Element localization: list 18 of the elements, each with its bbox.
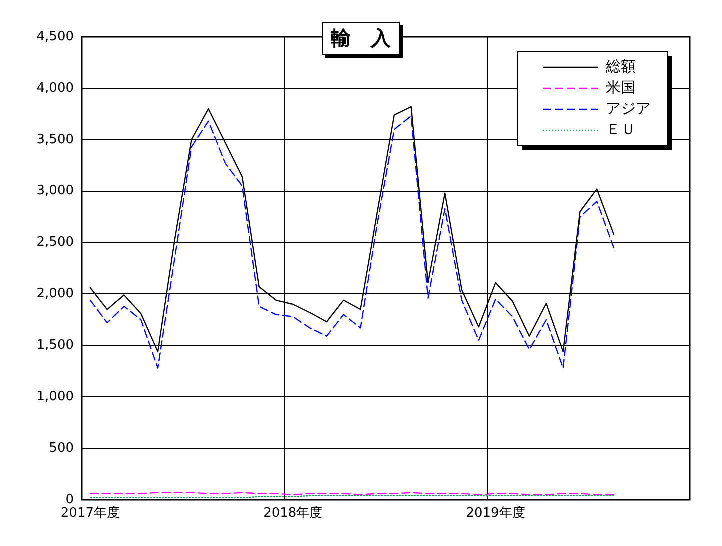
legend-label: アジア <box>606 99 651 118</box>
y-tick-label: 4,000 <box>36 80 74 96</box>
y-tick-label: 4,500 <box>36 29 74 44</box>
x-tick-label: 2019年度 <box>466 505 526 522</box>
y-tick-label: 500 <box>49 440 74 456</box>
x-tick-label: 2018年度 <box>264 505 323 522</box>
chart-title: 輸 入 <box>322 22 400 55</box>
x-tick-label: 2017年度 <box>60 505 120 522</box>
y-tick-label: 2,500 <box>36 235 74 250</box>
y-tick-label: 3,000 <box>36 184 74 199</box>
legend-label: ＥＵ <box>606 120 636 138</box>
y-tick-label: 1,500 <box>36 338 74 354</box>
y-tick-label: 1,000 <box>36 389 74 404</box>
legend-label: 総額 <box>605 57 636 76</box>
y-tick-label: 3,500 <box>36 132 74 148</box>
y-tick-label: 0 <box>66 492 74 508</box>
legend-label: 米国 <box>606 78 636 96</box>
y-tick-label: 2,000 <box>36 286 74 302</box>
